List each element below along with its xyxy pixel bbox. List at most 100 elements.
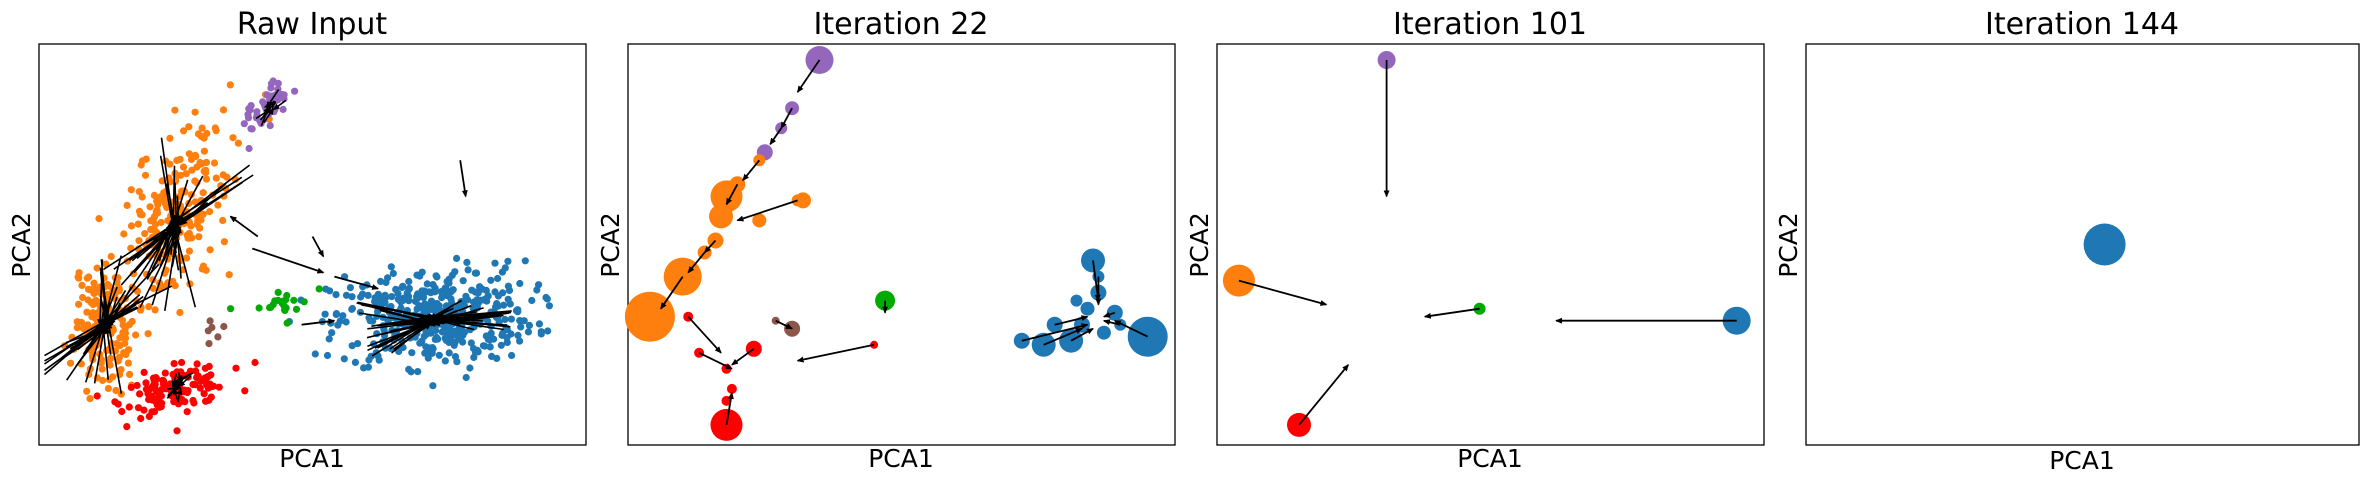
data-point — [141, 230, 149, 238]
data-point — [83, 308, 91, 316]
arrow — [177, 175, 204, 223]
data-point — [543, 295, 551, 303]
data-point — [321, 310, 329, 318]
data-point — [229, 134, 237, 142]
data-point — [342, 291, 351, 299]
arrow — [179, 182, 227, 226]
data-point — [170, 360, 178, 368]
data-point — [445, 349, 453, 357]
data-point — [75, 300, 83, 308]
data-point — [126, 370, 134, 378]
data-point — [136, 306, 145, 314]
data-point — [83, 387, 91, 395]
data-point — [360, 364, 368, 372]
arrow — [357, 301, 434, 320]
data-point — [267, 80, 276, 88]
data-point — [185, 123, 193, 131]
panel-iteration-144: Iteration 144 PCA1 PCA2 — [1774, 7, 2360, 475]
data-point — [382, 278, 390, 287]
data-point — [191, 108, 199, 116]
data-point — [198, 124, 206, 132]
arrow — [97, 259, 104, 327]
data-point — [190, 399, 198, 407]
x-axis-label: PCA1 — [1457, 444, 1523, 473]
data-point — [429, 382, 437, 390]
data-point — [187, 155, 196, 163]
data-point — [413, 271, 421, 279]
data-point — [290, 296, 298, 304]
data-point — [501, 315, 509, 324]
data-point — [105, 376, 113, 384]
data-point — [135, 237, 143, 245]
data-point — [442, 284, 450, 292]
data-point — [521, 257, 529, 265]
data-point — [332, 310, 341, 318]
cluster-point — [726, 383, 737, 394]
arrow — [731, 348, 755, 366]
data-point — [205, 340, 213, 348]
cluster-point — [709, 204, 733, 229]
data-point — [191, 198, 199, 206]
data-point — [215, 383, 223, 391]
data-point — [247, 125, 255, 133]
data-point — [440, 326, 449, 334]
arrow — [1238, 279, 1328, 306]
data-point — [266, 122, 274, 130]
data-point — [422, 343, 430, 351]
data-point — [206, 317, 214, 325]
panel-iteration-22: Iteration 22 PCA1 PCA2 — [596, 7, 1176, 473]
arrow — [780, 107, 793, 130]
data-point — [342, 318, 350, 326]
arrow — [120, 220, 179, 286]
arrow — [131, 221, 176, 262]
data-point — [122, 350, 130, 358]
data-point — [491, 303, 500, 311]
data-point — [177, 171, 185, 179]
data-point — [112, 386, 120, 395]
data-point — [432, 272, 440, 280]
arrow — [178, 375, 192, 388]
data-point — [147, 225, 155, 234]
data-point — [394, 289, 402, 298]
data-point — [421, 301, 429, 309]
data-point — [123, 201, 131, 209]
data-point — [397, 304, 405, 312]
data-point — [153, 197, 161, 205]
data-point — [420, 332, 428, 340]
data-point — [537, 330, 545, 338]
data-point — [151, 380, 159, 388]
data-point — [199, 262, 207, 270]
data-point — [187, 222, 195, 230]
data-point — [462, 292, 470, 300]
data-point — [140, 368, 148, 376]
data-point — [453, 254, 461, 262]
data-point — [241, 387, 249, 395]
cluster-point — [1080, 301, 1095, 316]
data-point — [423, 280, 431, 288]
data-point — [292, 305, 301, 313]
data-point — [466, 364, 474, 372]
arrow — [687, 316, 722, 354]
data-point — [79, 293, 87, 302]
data-point — [201, 166, 210, 174]
data-point — [405, 297, 413, 305]
data-point — [124, 359, 132, 367]
arrow — [176, 387, 183, 403]
data-point — [73, 324, 81, 332]
data-point — [405, 365, 413, 373]
data-point — [78, 281, 86, 289]
data-point — [367, 352, 375, 360]
data-point — [188, 166, 196, 174]
arrow — [159, 155, 175, 228]
data-point — [434, 335, 442, 343]
data-point — [200, 390, 208, 398]
data-point — [196, 384, 204, 392]
data-point — [494, 292, 502, 300]
data-point — [183, 254, 191, 262]
data-point — [127, 383, 135, 391]
data-point — [348, 293, 356, 301]
data-point — [334, 321, 342, 329]
arrow — [164, 223, 181, 312]
x-axis-label: PCA1 — [868, 444, 934, 473]
data-point — [111, 398, 119, 406]
